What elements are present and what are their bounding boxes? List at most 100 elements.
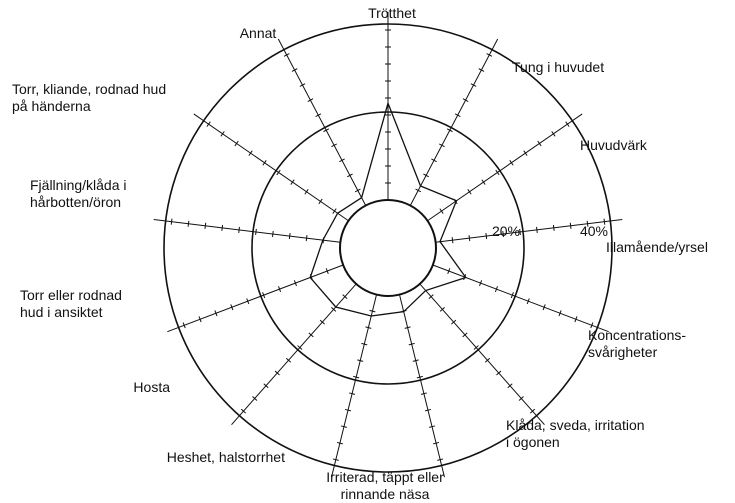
axis-tick [361, 342, 368, 346]
axis-tick [349, 392, 356, 395]
axis-tick [433, 441, 440, 445]
axis-label-line: rinnande näsa [341, 486, 430, 502]
axis-line [331, 294, 377, 478]
axis-tick [220, 131, 225, 137]
axis-tick [238, 226, 240, 233]
axis-tick [262, 292, 266, 299]
axis-tick [353, 375, 360, 379]
axis-tick [518, 396, 524, 401]
axis-line [409, 38, 499, 206]
axis-tick [340, 425, 347, 428]
axis-tick [246, 298, 250, 305]
axis-tick [569, 222, 572, 229]
axis-tick [451, 237, 454, 244]
axis-tick [288, 233, 291, 240]
axis-line [432, 264, 609, 333]
axis-tick [307, 98, 314, 102]
axis-label: Illamående/yrsel [606, 239, 708, 255]
axis-tick [319, 319, 325, 325]
axis-tick [339, 158, 345, 163]
axis-tick [429, 425, 436, 428]
axis-tick [431, 158, 437, 163]
axis-tick [198, 316, 202, 323]
axis-label: Trötthet [368, 5, 416, 21]
axis-line [277, 38, 367, 206]
axis-tick [478, 68, 485, 72]
axis-tick [439, 307, 445, 312]
axis-tick [468, 235, 471, 242]
axis-tick [479, 280, 483, 287]
axis-line [435, 219, 623, 243]
axis-tick [484, 357, 491, 363]
axis-label: Huvudvärk [580, 137, 648, 153]
axis-tick [502, 230, 505, 238]
axis-tick [187, 220, 190, 227]
axis-tick [365, 326, 372, 329]
axis-tick [603, 218, 606, 225]
axis-line [193, 113, 349, 222]
axis-label-line: Tung i huvudet [512, 59, 604, 75]
axis-tick [354, 188, 361, 193]
axis-tick [315, 113, 322, 118]
axis-label: Annat [240, 25, 277, 41]
axis-tick [214, 310, 218, 317]
axis-tick [590, 322, 594, 329]
axis-tick [332, 458, 339, 461]
axis-label-line: Hosta [133, 379, 170, 395]
axis-line [167, 264, 344, 333]
axis-tick [536, 226, 538, 233]
axis-line [153, 219, 341, 243]
axis-tick [462, 332, 468, 338]
axis-tick [283, 53, 290, 57]
axis-label-line: i ögonen [506, 434, 560, 450]
axis-tick [565, 121, 570, 127]
axis-tick [336, 441, 343, 445]
axis-label: Heshet, halstorrhet [167, 449, 285, 465]
axis-tick [170, 218, 173, 225]
axis-tick [420, 392, 427, 395]
axis-label: Tung i huvudet [512, 59, 604, 75]
axis-tick [586, 220, 589, 227]
axis-line [399, 294, 445, 478]
axis-tick [357, 359, 364, 362]
axis-tick [331, 307, 337, 312]
axis-tick [221, 224, 224, 231]
axis-tick [347, 173, 353, 178]
axis-tick [293, 280, 297, 287]
axis-line [427, 113, 583, 222]
axis-label-line: hårbotten/öron [30, 194, 121, 210]
axis-label-line: Torr eller rodnad [20, 287, 122, 303]
axis-tick [574, 316, 578, 323]
axis-tick [446, 128, 453, 133]
axis-tick [437, 458, 444, 461]
axis-tick [234, 140, 239, 147]
axis-tick [542, 304, 546, 311]
axis-tick [331, 143, 337, 148]
axis-tick [182, 322, 186, 329]
axis-tick [291, 68, 298, 72]
axis-label: Torr eller rodnad hud i ansiktet [20, 287, 122, 320]
axis-label-line: Torr, kliande, rodnad hud [12, 81, 166, 97]
axis-tick [551, 131, 556, 137]
axis-tick [454, 113, 461, 118]
radar-area [309, 101, 467, 317]
axis-tick [473, 345, 479, 350]
axis-tick [285, 357, 292, 363]
axis-tick [510, 292, 514, 299]
axis-tick [424, 408, 431, 412]
axis-label-line: Huvudvärk [580, 137, 648, 153]
axis-tick [439, 143, 445, 148]
axis-label: Torr, kliande, rodnad hud på händerna [12, 81, 166, 114]
axis-tick [369, 309, 376, 313]
axis-label-line: Koncentrations- [588, 327, 686, 343]
axis-tick [204, 222, 207, 229]
axis-label-line: på händerna [12, 98, 91, 114]
axis-tick [423, 173, 429, 178]
axis-label-line: Trötthet [368, 5, 416, 21]
axis-label: Irriterad, täppt eller rinnande näsa [326, 469, 444, 502]
axis-tick [486, 53, 493, 57]
axis-tick [416, 375, 423, 379]
axis-tick [415, 188, 422, 193]
axis-tick [481, 179, 486, 185]
axis-tick [276, 169, 281, 176]
